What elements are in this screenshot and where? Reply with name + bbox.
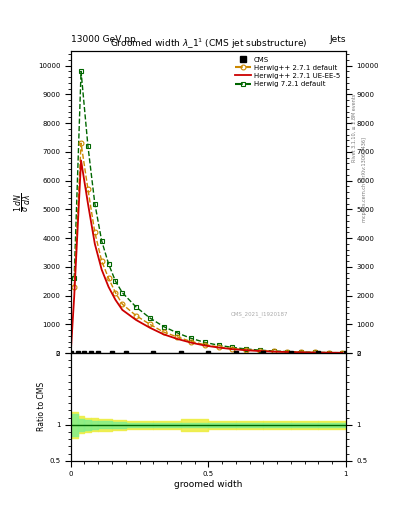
Text: Jets: Jets — [329, 34, 346, 44]
Text: 13000 GeV pp: 13000 GeV pp — [71, 34, 136, 44]
Text: mcplots.cern.ch [arXiv:1306.3436]: mcplots.cern.ch [arXiv:1306.3436] — [362, 137, 367, 222]
Text: Rivet 3.1.10, ≥ 2.8M events: Rivet 3.1.10, ≥ 2.8M events — [352, 94, 357, 162]
Legend: CMS, Herwig++ 2.7.1 default, Herwig++ 2.7.1 UE-EE-5, Herwig 7.2.1 default: CMS, Herwig++ 2.7.1 default, Herwig++ 2.… — [233, 55, 342, 89]
Title: Groomed width $\lambda\_1^1$ (CMS jet substructure): Groomed width $\lambda\_1^1$ (CMS jet su… — [110, 37, 307, 51]
Y-axis label: Ratio to CMS: Ratio to CMS — [37, 382, 46, 432]
Y-axis label: $\frac{1}{\sigma}\frac{dN}{d\lambda}$: $\frac{1}{\sigma}\frac{dN}{d\lambda}$ — [12, 193, 34, 211]
Text: CMS_2021_I1920187: CMS_2021_I1920187 — [230, 311, 288, 317]
X-axis label: groomed width: groomed width — [174, 480, 242, 489]
